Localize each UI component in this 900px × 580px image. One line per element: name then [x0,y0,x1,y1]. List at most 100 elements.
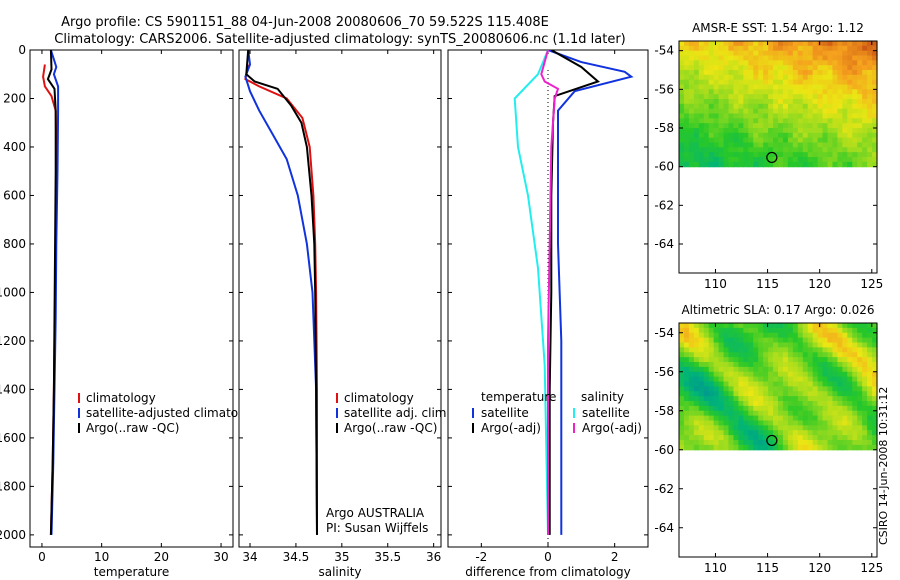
sst_map-heat-cell [753,152,759,158]
sla_map-heat-cell [728,376,735,383]
sla_map-heat-cell [792,444,799,451]
sst_map-heat-cell [753,94,759,100]
sla_map-heat-cell [679,323,685,329]
sst_map-heat-cell [679,132,685,139]
sst_map-heat-cell [743,50,749,57]
sst_map-heat-cell [688,55,695,61]
sst_map-heat-cell [832,137,838,144]
sst_map-heat-cell [778,60,784,66]
sla_map-heat-cell [817,440,824,446]
sla_map-heat-cell [703,332,710,339]
sst_map-heat-cell [728,70,735,76]
sla_map-heat-cell [832,357,838,363]
sla_map-heat-cell [693,366,700,373]
sst_map-heat-cell [837,152,843,158]
sst_map-heat-cell [758,132,764,139]
sst_map-heat-cell [773,142,779,148]
sst_map-heat-cell [827,103,834,110]
sst_map-heat-cell [688,84,695,90]
sst_map-heat-cell [872,152,878,158]
sla_map-heat-cell [837,435,843,441]
sst_map-heat-cell [679,65,685,71]
sla_map-heat-cell [787,405,794,412]
sst_map-heat-cell [753,70,759,76]
sla_map-heat-cell [748,327,754,334]
sla_map-heat-cell [852,337,858,344]
sst_map-heat-cell [698,70,705,76]
sla_map-heat-cell [827,415,834,422]
sst_map-heat-cell [832,128,838,134]
sst_map-heat-cell [802,108,809,115]
sla_map-heat-cell [718,415,725,422]
sla_map-heat-cell [812,323,819,329]
sla_map-heat-cell [827,391,834,397]
sla_map-heat-cell [679,405,685,412]
sla_map-heat-cell [773,396,779,402]
sst_map-heat-cell [748,89,754,95]
sst_map-heat-cell [748,79,754,86]
sla_map-heat-cell [743,371,749,378]
sst_map-heat-cell [802,89,809,95]
sla_map-heat-cell [763,386,769,392]
sla_map-heat-cell [758,352,764,358]
sst_map-heat-cell [703,157,710,163]
sla_map-heat-cell [837,440,843,446]
sst_map-heat-cell [842,94,848,100]
sla_map-heat-cell [698,342,705,348]
sla_map-heat-cell [857,366,863,373]
sla_map-heat-cell [753,327,759,334]
sla_map-heat-cell [683,391,690,397]
difference-legend-label: satellite [481,406,529,420]
sst_map-heat-cell [778,55,784,61]
sla_map-heat-cell [753,381,759,387]
sla_map-heat-cell [763,327,769,334]
sla_map-heat-cell [698,327,705,334]
sla_map-heat-cell [708,444,715,451]
sst_map-heat-cell [852,70,858,76]
sla_map-heat-cell [867,405,873,412]
sst_map-heat-cell [763,142,769,148]
sst_map-heat-cell [832,157,838,163]
sst_map-heat-cell [782,45,789,52]
sst_map-heat-cell [817,147,824,153]
sla_map-heat-cell [807,342,814,348]
sst_map-heat-cell [782,60,789,66]
sst_map-heat-cell [693,137,700,144]
sst_map-heat-cell [683,45,690,52]
sla_map-heat-cell [842,323,848,329]
sla_map-heat-cell [812,342,819,348]
sst_map-heat-cell [867,123,873,129]
sst_map-heat-cell [857,157,863,163]
sla_map-heat-cell [773,386,779,392]
sla_map-heat-cell [733,332,739,339]
sla_map-heat-cell [862,332,868,339]
sla_map-heat-cell [698,352,705,358]
sla_map-heat-cell [763,371,769,378]
sst_map-heat-cell [812,55,819,61]
sla_map-heat-cell [852,440,858,446]
sst_map-heat-cell [679,94,685,100]
sla_map-heat-cell [837,366,843,373]
sst_map-heat-cell [693,132,700,139]
sla_map-heat-cell [683,371,690,378]
sst_map-heat-cell [758,74,764,81]
sla_map-heat-cell [773,347,779,353]
sst_map-heat-cell [822,70,829,76]
sst_map-heat-cell [817,70,824,76]
sst_map-heat-cell [723,157,730,163]
sst_map-heat-cell [718,118,725,124]
sla_map-heat-cell [723,435,730,441]
sla_map-heat-cell [733,381,739,387]
sla_map-heat-cell [773,381,779,387]
sla_map-heat-cell [837,430,843,436]
sla_map-heat-cell [703,425,710,431]
sla_map-heat-cell [782,415,789,422]
sla_map-heat-cell [867,386,873,392]
sst_map-heat-cell [753,84,759,90]
sla_map-heat-cell [723,342,730,348]
sst_map-heat-cell [743,94,749,100]
sst_map-heat-cell [723,99,730,105]
sst_map-heat-cell [792,132,799,139]
sla_map-heat-cell [688,347,695,353]
sst_map-heat-cell [787,94,794,100]
